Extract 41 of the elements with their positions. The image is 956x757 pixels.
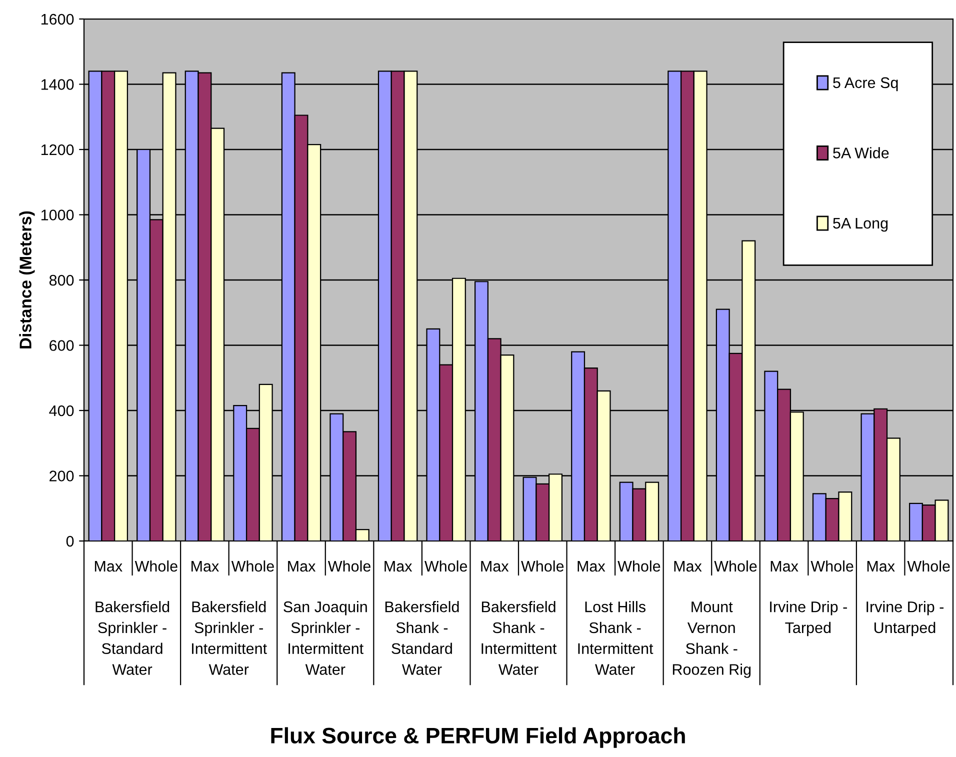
x-tick-label: Whole	[231, 560, 274, 572]
x-tick-label: Max	[867, 561, 895, 572]
x-tick-label: Max	[192, 561, 219, 572]
x-tick-label: Max	[674, 561, 702, 572]
y-tick-label: 200	[50, 470, 74, 482]
x-tick-label: Whole	[521, 560, 564, 572]
text: Bakersfield Shank - Standard Water	[385, 601, 459, 675]
x-tick-label: Max	[481, 561, 509, 572]
x-tick-label: Whole	[134, 560, 178, 572]
x-tick-label: Whole	[714, 560, 757, 572]
text: Bakersfield Sprinkler - Intermittent Water	[192, 601, 267, 675]
y-tick-label: 1600	[41, 14, 74, 25]
x-tick-label: Max	[770, 561, 798, 572]
x-tick-label: Max	[384, 561, 412, 572]
text: Bakersfield Sprinkler - Standard Water	[96, 601, 170, 675]
text: Irvine Drip - Untarped	[866, 601, 944, 636]
x-tick-label: Max	[578, 561, 606, 572]
text: Lost Hills Shank - Intermittent Water	[578, 601, 654, 675]
x-tick-label: Whole	[810, 560, 854, 572]
y-tick-label: 1400	[41, 79, 74, 90]
x-tick-label: Whole	[328, 560, 370, 572]
text: Irvine Drip - Tarped	[770, 601, 847, 636]
y-tick-label: 0	[66, 536, 74, 547]
y-tick-label: 400	[49, 405, 74, 416]
y-tick-label: 1200	[41, 144, 74, 156]
y-tick-label: 800	[49, 274, 74, 286]
text: Flux Source & PERFUM Field Approach	[271, 727, 685, 748]
text: Bakersfield Shank - Intermittent Water	[482, 601, 557, 675]
x-tick-label: Whole	[907, 560, 950, 572]
y-axis-title: Distance (Meters)	[19, 211, 35, 348]
x-tick-label: Max	[94, 561, 122, 572]
y-tick-label: 600	[50, 340, 74, 351]
legend-label: 5 Acre Sq	[833, 77, 898, 92]
x-tick-label: Max	[288, 561, 316, 572]
x-tick-label: Whole	[424, 560, 468, 572]
legend-label: 5A Wide	[833, 147, 889, 158]
text: San Joaquin Sprinkler - Intermittent Water	[284, 601, 367, 675]
text: Mount Vernon Shank - Roozen Rig	[672, 602, 751, 678]
legend-label: 5A Long	[833, 218, 888, 232]
x-tick-label: Whole	[618, 560, 660, 572]
y-tick-label: 1000	[41, 210, 74, 220]
